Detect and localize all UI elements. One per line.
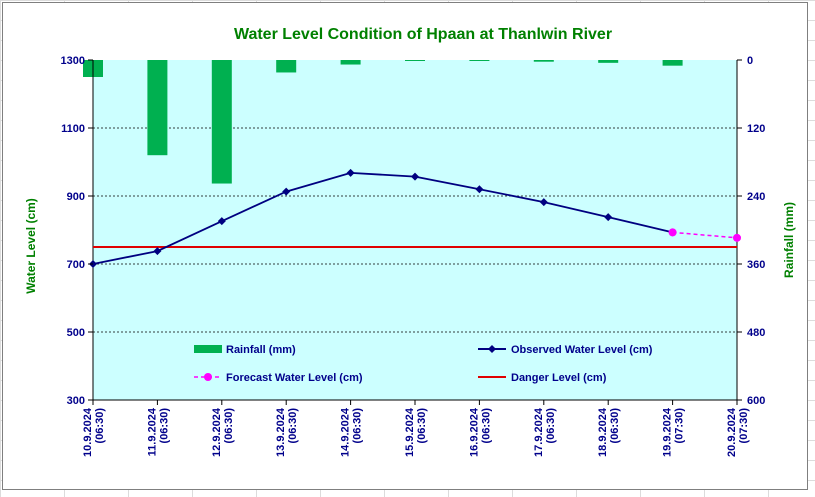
right-tick-label: 480 [747, 327, 765, 339]
observed-point [217, 217, 226, 226]
x-axis-ticks: 10.9.2024(06:30) 11.9.2024(06:30) 12.9.202… [82, 400, 750, 457]
x-tick-label: 11.9.2024(06:30) [146, 407, 170, 456]
x-tick-date: 20.9.2024 [726, 407, 738, 457]
rainfall-bar [662, 60, 683, 66]
left-axis-title: Water Level (cm) [24, 198, 38, 294]
x-tick-time: (06:30) [158, 408, 170, 444]
legend-danger-label: Danger Level (cm) [511, 372, 607, 384]
rainfall-bar [147, 60, 168, 156]
right-tick-label: 240 [747, 191, 765, 203]
x-tick-date: 13.9.2024 [275, 407, 287, 457]
legend-forecast-marker [204, 373, 212, 381]
right-tick-label: 360 [747, 259, 765, 271]
x-tick-date: 19.9.2024 [662, 407, 674, 457]
forecast-point [668, 228, 677, 237]
legend-rainfall-swatch [194, 345, 222, 353]
observed-point [539, 198, 548, 207]
x-tick-date: 14.9.2024 [340, 407, 352, 457]
x-tick-time: (06:30) [609, 408, 621, 444]
series-lines [89, 168, 741, 268]
legend: Rainfall (mm) Observed Water Level (cm) … [194, 344, 653, 384]
right-tick-label: 120 [747, 123, 765, 135]
legend-rainfall-label: Rainfall (mm) [226, 344, 296, 356]
x-tick-label: 19.9.2024(07:30) [662, 407, 686, 457]
x-tick-time: (07:30) [738, 408, 750, 444]
right-tick-label: 600 [747, 395, 765, 407]
rainfall-bar [340, 60, 361, 65]
rainfall-bar [276, 60, 297, 73]
observed-point [411, 172, 419, 181]
rainfall-bar [469, 60, 490, 61]
forecast-point [733, 233, 741, 242]
left-tick-label: 1100 [61, 123, 85, 135]
x-tick-time: (06:30) [223, 408, 235, 444]
rainfall-bars [83, 60, 683, 184]
rainfall-bar [211, 60, 232, 184]
forecast-water-level-line [672, 231, 738, 239]
x-tick-time: (06:30) [545, 408, 557, 444]
observed-water-level-line [92, 171, 673, 265]
x-tick-date: 18.9.2024 [597, 407, 609, 457]
chart-title: Water Level Condition of Hpaan at Thanlw… [234, 26, 612, 43]
x-tick-label: 14.9.2024(06:30) [340, 407, 364, 457]
x-tick-label: 18.9.2024(06:30) [597, 407, 621, 457]
left-tick-label: 900 [67, 191, 85, 203]
x-tick-label: 13.9.2024(06:30) [275, 407, 299, 457]
x-tick-time: (06:30) [287, 408, 299, 444]
x-tick-time: (06:30) [352, 408, 364, 444]
x-tick-time: (07:30) [674, 408, 686, 444]
right-axis-ticks: 0 120 240 360 480 600 [737, 55, 765, 407]
rainfall-bar [405, 60, 425, 61]
gridlines [93, 127, 737, 333]
plot-area [93, 60, 737, 400]
x-tick-label: 15.9.2024(06:30) [404, 407, 428, 457]
x-tick-time: (06:30) [480, 408, 492, 444]
observed-point [153, 247, 162, 256]
left-tick-label: 1300 [61, 55, 85, 67]
left-tick-label: 700 [67, 259, 85, 271]
x-tick-label: 20.9.2024(07:30) [726, 407, 750, 457]
x-tick-date: 11.9.2024 [146, 407, 158, 456]
observed-point [604, 213, 613, 222]
observed-point [346, 168, 355, 177]
rainfall-bar [533, 60, 554, 62]
observed-point [282, 187, 291, 196]
x-tick-time: (06:30) [94, 408, 106, 444]
right-axis-title: Rainfall (mm) [782, 202, 796, 278]
x-tick-date: 16.9.2024 [468, 407, 480, 457]
x-tick-label: 17.9.2024(06:30) [533, 407, 557, 457]
x-tick-label: 10.9.2024(06:30) [82, 407, 106, 457]
x-tick-label: 12.9.2024(06:30) [211, 407, 235, 457]
x-tick-date: 17.9.2024 [533, 407, 545, 457]
x-tick-date: 15.9.2024 [404, 407, 416, 457]
legend-observed-label: Observed Water Level (cm) [511, 344, 653, 356]
rainfall-bar [598, 60, 619, 63]
x-tick-date: 12.9.2024 [211, 407, 223, 457]
left-tick-label: 300 [67, 395, 85, 407]
x-tick-label: 16.9.2024(06:30) [468, 407, 492, 457]
x-tick-time: (06:30) [416, 408, 428, 444]
legend-forecast-label: Forecast Water Level (cm) [226, 372, 363, 384]
right-tick-label: 0 [747, 55, 753, 67]
x-tick-date: 10.9.2024 [82, 407, 94, 457]
left-tick-label: 500 [67, 327, 85, 339]
left-axis-ticks: 1300 1100 900 700 500 300 [61, 55, 93, 407]
observed-point [475, 185, 484, 194]
legend-observed-marker [488, 345, 496, 353]
